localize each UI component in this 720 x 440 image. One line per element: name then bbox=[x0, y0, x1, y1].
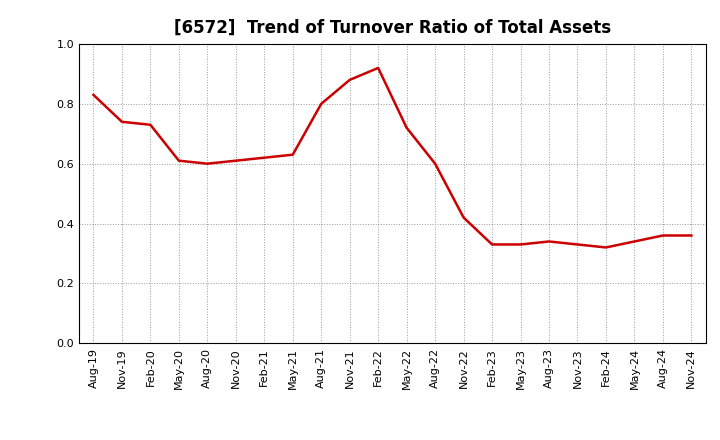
Title: [6572]  Trend of Turnover Ratio of Total Assets: [6572] Trend of Turnover Ratio of Total … bbox=[174, 19, 611, 37]
